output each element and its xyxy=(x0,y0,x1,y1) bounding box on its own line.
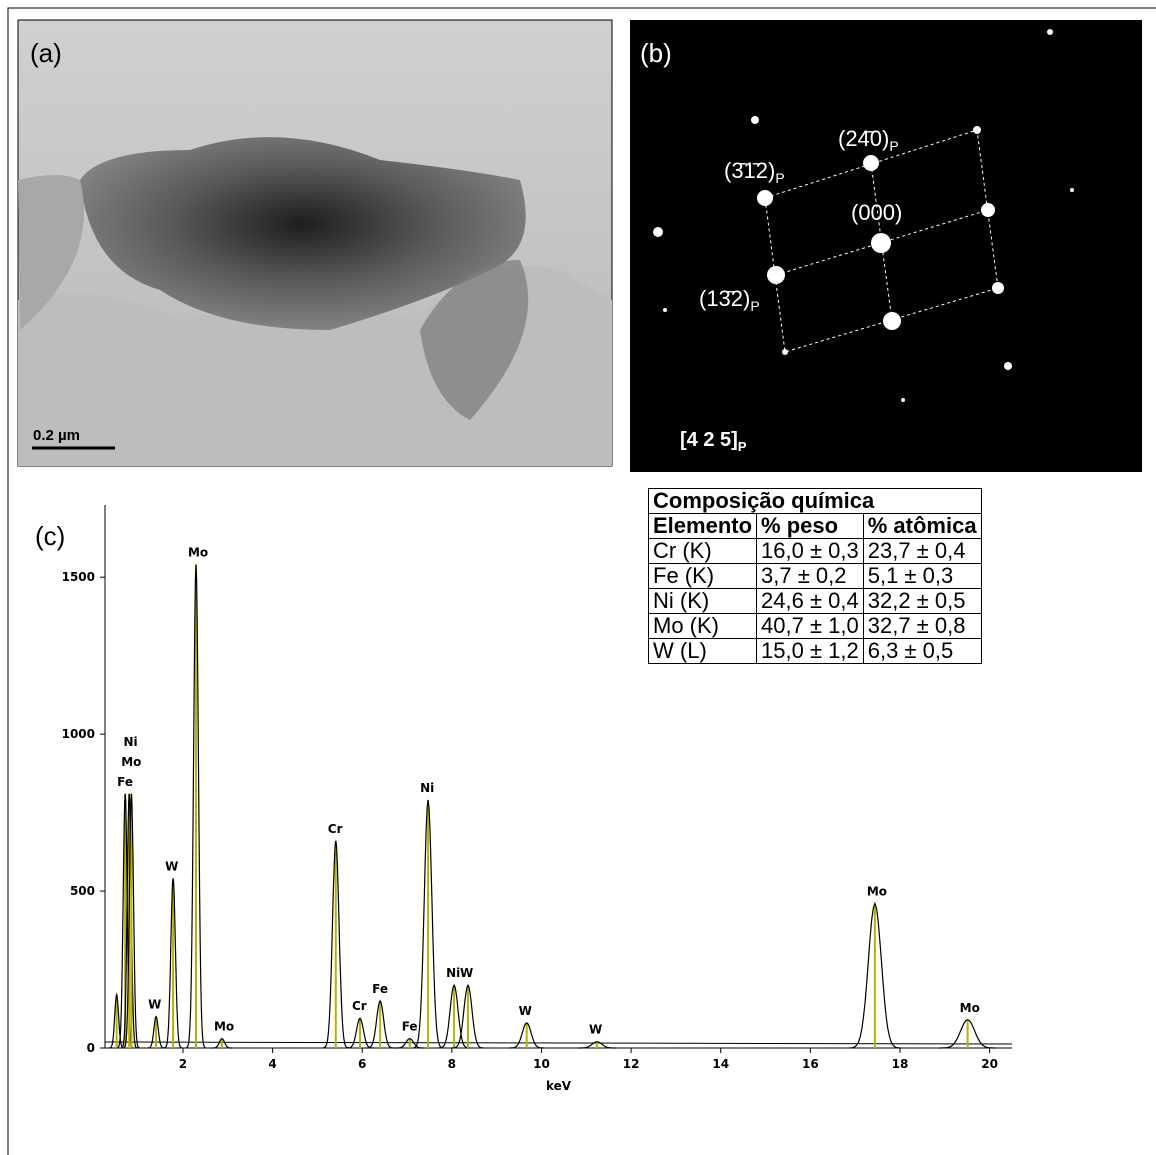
table-cell: 3,7 ± 0,2 xyxy=(757,564,864,589)
y-tick-label: 0 xyxy=(87,1041,95,1055)
figure-svg: (a) 0.2 µm (b) (24̄0)P(3̄1̄2)P(000)(13̄2… xyxy=(0,0,1156,1155)
spot-index: (000) xyxy=(851,200,902,225)
table-cell: 16,0 ± 0,3 xyxy=(757,539,864,564)
background xyxy=(105,1042,1012,1044)
table-cell: 5,1 ± 0,3 xyxy=(863,564,981,589)
panel-label: (a) xyxy=(30,38,62,68)
y-tick-label: 1000 xyxy=(62,727,95,741)
peak-label: W xyxy=(148,998,161,1012)
table-cell: 6,3 ± 0,5 xyxy=(863,639,981,664)
scale-bar-label: 0.2 µm xyxy=(33,427,80,444)
x-tick-label: 10 xyxy=(533,1057,550,1071)
peak-label: Fe xyxy=(402,1020,418,1034)
peak-label: Fe xyxy=(117,775,133,789)
table-cell: W (L) xyxy=(649,639,757,664)
spot-index: (24̄0) xyxy=(838,126,889,151)
peak-label: Mo xyxy=(188,546,208,560)
peak-label: Mo xyxy=(214,1020,234,1034)
table-cell: Ni (K) xyxy=(649,589,757,614)
table-cell: Fe (K) xyxy=(649,564,757,589)
table-cell: 15,0 ± 1,2 xyxy=(757,639,864,664)
zone-axis-index: [4 2 5] xyxy=(680,429,738,451)
peak-label: W xyxy=(165,860,178,874)
panel-label: (b) xyxy=(640,38,672,68)
panel-b: (b) (24̄0)P(3̄1̄2)P(000)(13̄2)P[4 2 5]P xyxy=(630,20,1142,472)
spot-subscript: P xyxy=(889,138,898,154)
peak-label: Mo xyxy=(121,755,141,769)
table-cell: Cr (K) xyxy=(649,539,757,564)
header-cell: % peso xyxy=(757,514,864,539)
y-tick-label: 1500 xyxy=(62,570,95,584)
spot-label: (000) xyxy=(851,200,902,225)
page: (a) 0.2 µm (b) (24̄0)P(3̄1̄2)P(000)(13̄2… xyxy=(0,0,1156,1155)
y-tick-label: 500 xyxy=(70,884,95,898)
peak-label: Cr xyxy=(352,999,367,1013)
table-cell: 32,2 ± 0,5 xyxy=(863,589,981,614)
table-cell: 32,7 ± 0,8 xyxy=(863,614,981,639)
x-axis-label: keV xyxy=(546,1079,572,1093)
x-tick-label: 14 xyxy=(712,1057,729,1071)
table-title: Composição química xyxy=(649,489,982,514)
panel-label: (c) xyxy=(35,521,65,551)
figure: (a) 0.2 µm (b) (24̄0)P(3̄1̄2)P(000)(13̄2… xyxy=(0,0,1156,1155)
spot-index: (13̄2) xyxy=(699,286,750,311)
spot-subscript: P xyxy=(775,170,784,186)
x-tick-label: 8 xyxy=(448,1057,456,1071)
table-header: Elemento% peso% atômica xyxy=(649,514,982,539)
peak-label: W xyxy=(460,966,473,980)
x-tick-label: 6 xyxy=(358,1057,366,1071)
header-cell: % atômica xyxy=(863,514,981,539)
peak-label: Ni xyxy=(420,781,434,795)
table-cell: 24,6 ± 0,4 xyxy=(757,589,864,614)
x-tick-label: 12 xyxy=(623,1057,640,1071)
peak-label: Mo xyxy=(867,885,887,899)
spot-index: (3̄1̄2) xyxy=(724,158,775,183)
composition-table: Composição química Elemento% peso% atômi… xyxy=(648,488,982,664)
header-cell: Elemento xyxy=(649,514,757,539)
peak-label: Ni xyxy=(446,966,460,980)
peak-label: Mo xyxy=(960,1001,980,1015)
peak-label: Fe xyxy=(372,982,388,996)
peak-label: W xyxy=(519,1004,532,1018)
x-tick-label: 2 xyxy=(179,1057,187,1071)
panel-a: (a) 0.2 µm xyxy=(18,20,612,466)
zone-axis: [4 2 5]P xyxy=(680,429,747,454)
x-tick-label: 4 xyxy=(268,1057,276,1071)
table-cell: 23,7 ± 0,4 xyxy=(863,539,981,564)
x-tick-label: 16 xyxy=(802,1057,819,1071)
table-cell: Mo (K) xyxy=(649,614,757,639)
x-tick-label: 20 xyxy=(981,1057,998,1071)
table-cell: 40,7 ± 1,0 xyxy=(757,614,864,639)
peak-label: W xyxy=(589,1023,602,1037)
spot-subscript: P xyxy=(750,298,759,314)
peak-label: Cr xyxy=(328,822,343,836)
zone-axis-subscript: P xyxy=(738,439,747,454)
x-tick-label: 18 xyxy=(892,1057,909,1071)
peak-label: Ni xyxy=(123,735,137,749)
